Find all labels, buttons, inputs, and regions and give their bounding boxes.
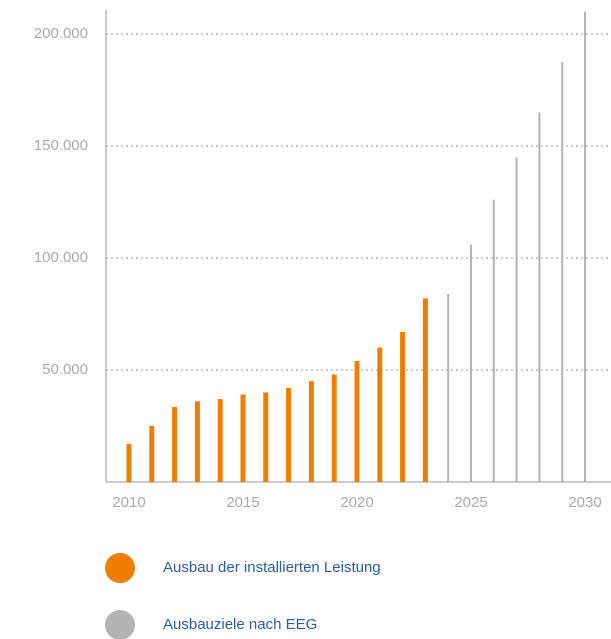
bar <box>286 387 292 482</box>
legend-swatch <box>105 553 135 583</box>
bar <box>172 406 178 482</box>
y-tick-label: 150.000 <box>34 137 88 154</box>
bar <box>561 62 564 482</box>
bar <box>308 381 314 482</box>
bar <box>240 394 246 482</box>
x-tick-label: 2020 <box>340 494 373 511</box>
bar <box>538 112 541 483</box>
legend-swatch <box>105 610 135 639</box>
bar <box>149 426 155 482</box>
legend-label: Ausbau der installierten Leistung <box>163 559 381 576</box>
bar <box>331 374 337 482</box>
bar <box>584 11 586 482</box>
bar <box>492 199 495 482</box>
bar <box>422 298 428 482</box>
bar <box>217 399 223 482</box>
bar <box>447 293 450 482</box>
bar <box>263 392 269 482</box>
bar <box>354 361 360 482</box>
bar <box>194 401 200 482</box>
x-tick-label: 2030 <box>568 494 601 511</box>
legend-label: Ausbauziele nach EEG <box>163 616 317 633</box>
y-tick-label: 200.000 <box>34 25 88 42</box>
bar <box>515 157 518 482</box>
bar <box>470 244 472 482</box>
x-tick-label: 2010 <box>112 494 145 511</box>
bar <box>400 331 406 482</box>
y-tick-label: 100.000 <box>34 249 88 266</box>
bar <box>126 443 132 482</box>
x-tick-label: 2025 <box>454 494 487 511</box>
x-tick-label: 2015 <box>226 494 259 511</box>
bar <box>377 347 383 482</box>
y-tick-label: 50.000 <box>42 361 88 378</box>
